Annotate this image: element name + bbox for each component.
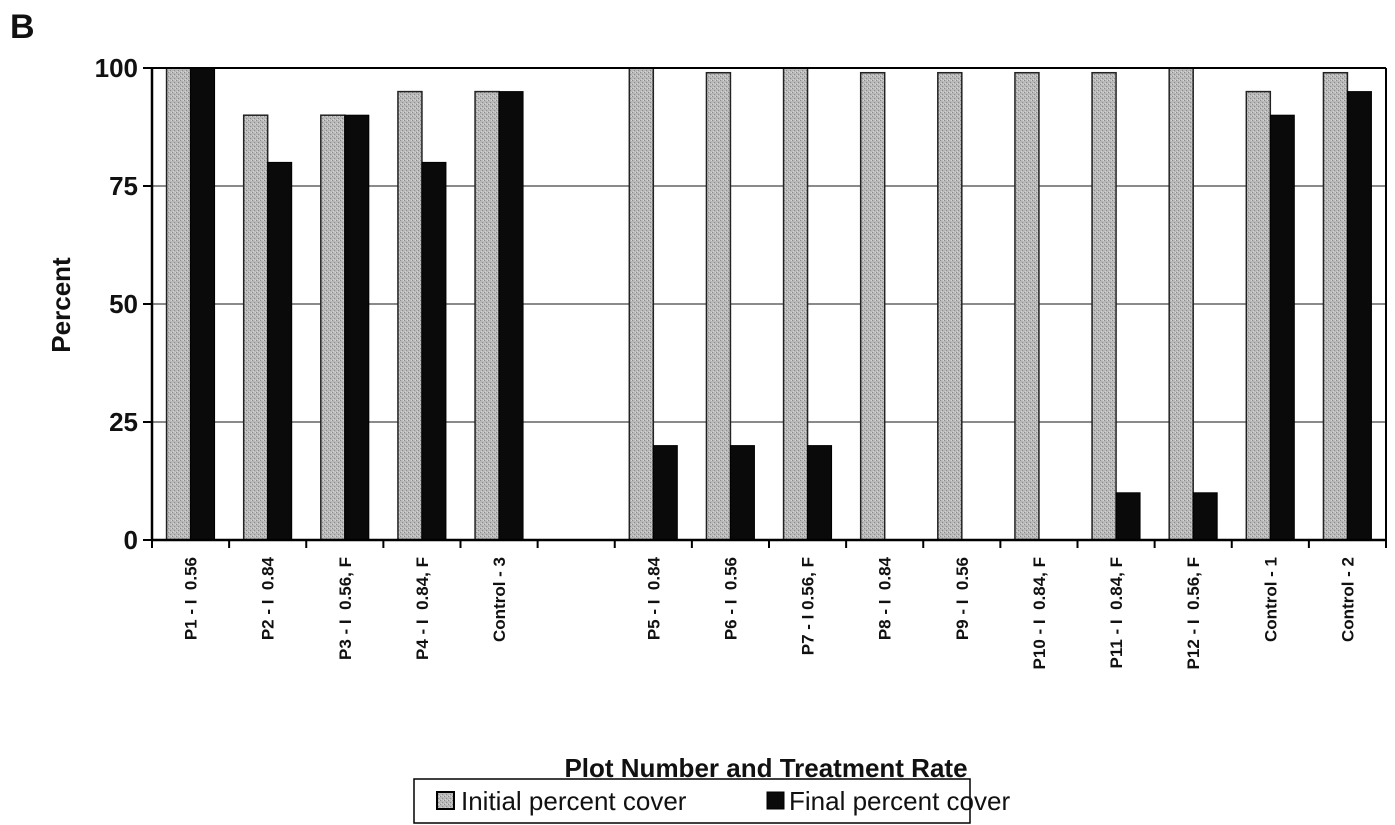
panel-label: B	[10, 8, 35, 46]
bar-initial	[474, 90, 500, 541]
axes	[143, 67, 1387, 548]
bar-final	[498, 91, 524, 541]
bar-final	[1269, 114, 1295, 541]
x-tick-label: Control - 1	[1261, 557, 1280, 642]
bar-final	[729, 445, 755, 541]
x-tick-label: P12 - I 0.56, F	[1184, 557, 1203, 669]
y-tick-labels: 0 25 50 75 100	[95, 53, 138, 555]
x-tick-label: P9 - I 0.56	[953, 557, 972, 640]
bar-final	[807, 445, 833, 541]
bar-final	[190, 67, 216, 541]
bar-initial	[859, 71, 886, 541]
bar-final	[1192, 492, 1218, 541]
bar-initial	[782, 67, 809, 541]
y-axis-title: Percent	[46, 257, 76, 353]
x-tick-label: P11 - I 0.84, F	[1107, 557, 1126, 669]
x-axis-title: Plot Number and Treatment Rate	[564, 753, 967, 783]
bar-final	[267, 161, 293, 541]
bar-initial	[397, 90, 423, 541]
bar-final	[1115, 492, 1141, 541]
legend-label-initial: Initial percent cover	[461, 786, 687, 816]
y-tick-label: 25	[109, 407, 138, 437]
legend-box	[413, 778, 971, 824]
bar-initial	[1245, 90, 1272, 541]
bar-initial	[320, 114, 346, 541]
y-tick-label: 100	[95, 53, 138, 83]
bar-initial	[1091, 71, 1117, 541]
bar-initial	[165, 67, 192, 541]
y-tick-label: 0	[124, 525, 138, 555]
legend-swatch-final	[766, 791, 785, 810]
bar-initial	[705, 71, 732, 541]
bar-initial	[1322, 71, 1349, 541]
bar-initial	[242, 114, 269, 541]
x-tick-label: P2 - I 0.84	[259, 556, 278, 640]
bar-final	[652, 445, 678, 541]
x-tick-label: P5 - I 0.84	[644, 556, 663, 640]
bar-initial	[628, 67, 655, 541]
legend-label-final: Final percent cover	[789, 786, 1010, 816]
x-tick-labels: P1 - I 0.56 P2 - I 0.84 P3 - I 0.56, F P4 -…	[182, 556, 1358, 669]
y-tick-label: 75	[109, 171, 138, 201]
bar-initial	[1168, 67, 1194, 541]
x-tick-label: P10 - I 0.84, F	[1030, 557, 1049, 669]
x-tick-label: P3 - I 0.56, F	[336, 557, 355, 660]
bar-final	[344, 114, 370, 541]
bar-initial	[1014, 71, 1040, 541]
bars	[165, 67, 1372, 541]
x-tick-label: P7 - I 0.56, F	[799, 557, 818, 655]
x-tick-label: P8 - I 0.84	[876, 556, 895, 640]
legend: Initial percent cover Final percent cove…	[413, 778, 1010, 824]
x-tick-label: P1 - I 0.56	[182, 557, 201, 640]
bar-initial	[937, 71, 963, 541]
x-tick-label: Control - 2	[1338, 557, 1357, 642]
legend-swatch-initial	[436, 791, 455, 810]
bar-final	[421, 161, 447, 541]
x-tick-label: Control - 3	[490, 557, 509, 642]
y-tick-label: 50	[109, 289, 138, 319]
x-tick-label: P4 - I 0.84, F	[413, 557, 432, 660]
bar-final	[1346, 91, 1372, 541]
x-tick-label: P6 - I 0.56	[721, 557, 740, 640]
